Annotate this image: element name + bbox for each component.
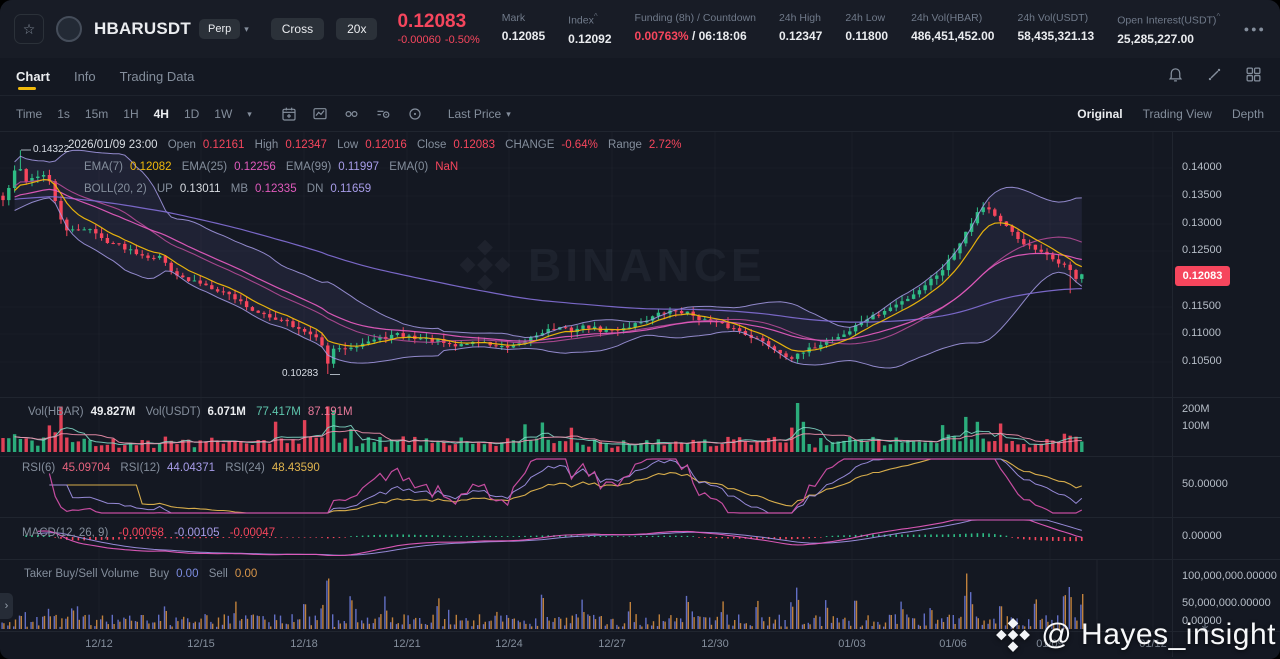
- more-menu-button[interactable]: ●●●: [1243, 24, 1266, 34]
- tab-chart[interactable]: Chart: [16, 59, 50, 94]
- taker-volume-legend[interactable]: Taker Buy/Sell Volume Buy 0.00 Sell 0.00: [24, 568, 258, 580]
- view-original[interactable]: Original: [1077, 107, 1123, 121]
- binance-watermark: BINANCE: [458, 238, 766, 292]
- interval-more-chevron-icon[interactable]: ▾: [247, 108, 252, 119]
- macd-legend[interactable]: MACD(12, 26, 9) -0.00058 -0.00105 -0.000…: [22, 527, 276, 539]
- interval-1w[interactable]: 1W: [214, 107, 233, 121]
- date-range-icon[interactable]: [281, 106, 297, 122]
- stat-mark[interactable]: Mark 0.12085: [501, 12, 546, 44]
- rsi-legend[interactable]: RSI(6) 45.09704 RSI(12) 44.04371 RSI(24) 48…: [22, 462, 320, 474]
- rsi-axis-tick: 50.00000: [1182, 478, 1228, 490]
- view-depth[interactable]: Depth: [1231, 107, 1264, 121]
- date-axis-tick: 01/09: [1036, 638, 1064, 650]
- stat-24h-low: 24h Low 0.11800: [845, 12, 889, 44]
- star-icon: ☆: [22, 20, 36, 37]
- volume-axis-tick: 200M: [1182, 403, 1210, 415]
- boll-legend[interactable]: BOLL(20, 2) UP 0.13011 MB 0.12335 DN 0.1165…: [84, 183, 372, 195]
- binance-watermark-text: BINANCE: [528, 239, 766, 291]
- resize-expand-icon[interactable]: [1206, 66, 1223, 83]
- info-mark: ^: [1216, 12, 1221, 22]
- stat-index[interactable]: Index^ 0.12092: [568, 12, 612, 46]
- price-axis-tick: 0.13500: [1182, 189, 1222, 201]
- interval-4h[interactable]: 4H: [153, 107, 169, 121]
- low-price-annotation: 0.10283: [282, 368, 319, 379]
- chevron-down-icon: ▾: [506, 108, 511, 119]
- crosshair-target-icon[interactable]: [407, 106, 423, 122]
- taker-axis-tick: 50,000,000.00000: [1182, 597, 1271, 609]
- date-axis-tick: 01/12: [1139, 638, 1167, 650]
- chart-tabs: Chart Info Trading Data: [0, 58, 1280, 96]
- coin-logo: [56, 16, 82, 42]
- date-axis-tick: 01/03: [838, 638, 866, 650]
- binance-logo-icon: [996, 618, 1031, 652]
- symbol-title[interactable]: HBARUSDT: [94, 19, 191, 38]
- view-switch: Original Trading View Depth: [1077, 107, 1264, 121]
- notification-bell-icon[interactable]: [1167, 66, 1184, 83]
- date-axis-tick: 12/24: [495, 638, 523, 650]
- download-icon[interactable]: [1198, 620, 1212, 634]
- volume-axis-tick: 100M: [1182, 420, 1210, 432]
- macd-axis-tick: 0.00000: [1182, 530, 1222, 542]
- current-price-badge: 0.12083: [1175, 266, 1230, 286]
- chart-toolbar: Time 1s 15m 1H 4H 1D 1W ▾ Last Price ▾ Or…: [0, 97, 1280, 131]
- corner-watermark: @ Hayes_insight: [995, 617, 1276, 653]
- price-axis-tick: 0.11500: [1182, 300, 1221, 312]
- tab-info[interactable]: Info: [73, 69, 96, 84]
- info-mark: ^: [593, 12, 598, 22]
- view-trading-view[interactable]: Trading View: [1142, 107, 1212, 121]
- interval-1d[interactable]: 1D: [183, 107, 200, 121]
- contract-type-dropdown[interactable]: Perp: [198, 19, 241, 39]
- replay-icon[interactable]: [343, 106, 360, 122]
- margin-mode-button[interactable]: Cross: [270, 18, 325, 40]
- high-price-annotation: 0.14322: [33, 144, 70, 155]
- last-price: 0.12083: [397, 11, 467, 32]
- date-axis-tick: 12/27: [598, 638, 626, 650]
- price-box: 0.12083 -0.00060 -0.50%: [397, 11, 480, 47]
- display-settings-icon[interactable]: [375, 106, 392, 122]
- date-axis-tick: 12/15: [187, 638, 215, 650]
- price-axis-tick: 0.12500: [1182, 244, 1222, 256]
- price-axis-tick: 0.13000: [1182, 217, 1222, 229]
- interval-15m[interactable]: 15m: [84, 107, 109, 121]
- interval-1s[interactable]: 1s: [57, 107, 70, 121]
- header: ☆ HBARUSDT Perp ▾ Cross 20x 0.12083 -0.0…: [0, 0, 1280, 58]
- favorite-star-button[interactable]: ☆: [14, 14, 44, 44]
- price-mode-dropdown[interactable]: Last Price ▾: [447, 107, 511, 121]
- date-axis-tick: 12/12: [85, 638, 113, 650]
- date-axis-tick: 12/21: [393, 638, 421, 650]
- stat-24h-vol-hbar: 24h Vol(HBAR) 486,451,452.00: [911, 12, 995, 44]
- stat-24h-vol-usdt: 24h Vol(USDT) 58,435,321.13: [1017, 12, 1095, 44]
- interval-1h[interactable]: 1H: [123, 107, 139, 121]
- stat-open-interest[interactable]: Open Interest(USDT)^ 25,285,227.00: [1117, 12, 1221, 46]
- ohlc-legend: 2026/01/09 23:00 Open 0.12161 High 0.12347…: [68, 139, 682, 151]
- layout-grid-icon[interactable]: [1245, 66, 1262, 83]
- interval-time[interactable]: Time: [16, 107, 43, 121]
- date-axis-tick: 12/30: [701, 638, 729, 650]
- date-axis-tick: 01/06: [939, 638, 967, 650]
- price-axis-tick: 0.11000: [1182, 327, 1221, 339]
- price-axis-tick: 0.14000: [1182, 161, 1222, 173]
- chevron-down-icon[interactable]: ▾: [244, 23, 249, 34]
- market-stats: Mark 0.12085 Index^ 0.12092 Funding (8h) …: [502, 12, 1220, 46]
- date-axis-tick: 12/18: [290, 638, 318, 650]
- leverage-button[interactable]: 20x: [336, 18, 378, 40]
- ema-legend[interactable]: EMA(7) 0.12082 EMA(25) 0.12256 EMA(99) 0.11…: [84, 161, 459, 173]
- contract-type-label: Perp: [207, 23, 232, 35]
- chart-header-icons: [1167, 66, 1262, 83]
- taker-axis-tick: 100,000,000.00000: [1182, 570, 1277, 582]
- corner-watermark-text: @ Hayes_insight: [1041, 618, 1276, 651]
- binance-logo-icon: [459, 239, 511, 291]
- pane-expand-chevron[interactable]: ›: [0, 593, 13, 619]
- price-axis-tick: 0.10500: [1182, 355, 1222, 367]
- volume-legend[interactable]: Vol(HBAR) 49.827M Vol(USDT) 6.071M 77.417M…: [28, 406, 353, 418]
- tab-trading-data[interactable]: Trading Data: [119, 69, 195, 84]
- chart-style-icon[interactable]: [312, 106, 328, 122]
- stat-24h-high: 24h High 0.12347: [778, 12, 823, 44]
- price-change: -0.00060 -0.50%: [397, 34, 480, 46]
- stat-funding[interactable]: Funding (8h) / Countdown 0.00763% / 06:1…: [634, 12, 756, 44]
